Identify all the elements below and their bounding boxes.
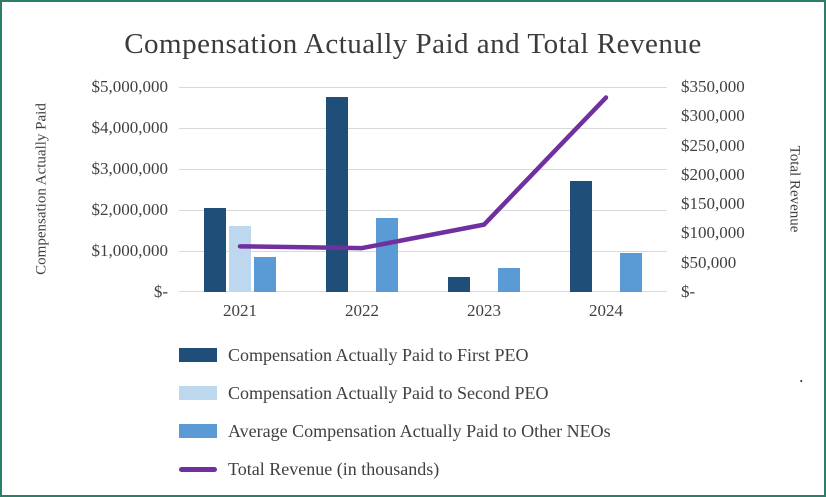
legend-label: Average Compensation Actually Paid to Ot… bbox=[228, 420, 611, 441]
legend-label: Compensation Actually Paid to First PEO bbox=[228, 344, 529, 365]
bar bbox=[448, 276, 470, 292]
gridline bbox=[179, 291, 667, 292]
left-axis-tick: $- bbox=[153, 282, 168, 301]
legend-item: Compensation Actually Paid to First PEO bbox=[179, 343, 611, 367]
bar bbox=[498, 268, 520, 292]
right-axis-tick: $350,000 bbox=[681, 77, 745, 96]
bar bbox=[254, 257, 276, 292]
left-axis-tick: $5,000,000 bbox=[91, 77, 169, 96]
legend-item: Average Compensation Actually Paid to Ot… bbox=[179, 419, 611, 443]
right-axis-tick: $300,000 bbox=[681, 106, 745, 126]
bar bbox=[229, 226, 251, 292]
x-axis-label: 2021 bbox=[223, 301, 257, 320]
bar bbox=[204, 207, 226, 292]
left-axis-tick: $2,000,000 bbox=[91, 200, 169, 219]
gridline bbox=[179, 251, 667, 252]
x-axis-label: 2022 bbox=[345, 301, 379, 320]
legend-item: Total Revenue (in thousands) bbox=[179, 457, 611, 481]
bar bbox=[326, 97, 348, 292]
stray-dot: . bbox=[799, 366, 804, 386]
right-axis-title: Total Revenue bbox=[786, 145, 803, 233]
legend-label: Compensation Actually Paid to Second PEO bbox=[228, 382, 549, 403]
x-axis-label: 2023 bbox=[467, 301, 501, 320]
right-axis-tick: $250,000 bbox=[681, 135, 745, 155]
gridline bbox=[179, 87, 667, 88]
left-axis-tick: $1,000,000 bbox=[91, 241, 169, 260]
legend-label: Total Revenue (in thousands) bbox=[228, 458, 440, 479]
revenue-line bbox=[237, 95, 609, 251]
right-axis-tick: $- bbox=[681, 282, 696, 301]
right-axis-tick: $150,000 bbox=[681, 194, 745, 214]
legend-swatch-bar bbox=[179, 424, 217, 438]
chart-title: Compensation Actually Paid and Total Rev… bbox=[124, 28, 702, 60]
legend-swatch-bar bbox=[179, 386, 217, 400]
gridline bbox=[179, 210, 667, 211]
legend-swatch-bar bbox=[179, 348, 217, 362]
bar bbox=[570, 181, 592, 292]
bar bbox=[620, 253, 642, 292]
left-axis-tick: $4,000,000 bbox=[91, 118, 169, 137]
left-axis-tick: $3,000,000 bbox=[91, 159, 169, 178]
bar bbox=[376, 218, 398, 292]
right-axis-tick: $50,000 bbox=[681, 252, 737, 272]
legend: Compensation Actually Paid to First PEO C… bbox=[179, 343, 611, 495]
gridline bbox=[179, 169, 667, 170]
x-axis-label: 2024 bbox=[589, 301, 623, 320]
line-layer bbox=[237, 95, 609, 251]
right-axis-tick: $200,000 bbox=[681, 164, 745, 184]
legend-swatch-line bbox=[179, 466, 217, 472]
gridline bbox=[179, 128, 667, 129]
right-axis-tick: $100,000 bbox=[681, 223, 745, 243]
plot-area bbox=[179, 87, 667, 292]
legend-item: Compensation Actually Paid to Second PEO bbox=[179, 381, 611, 405]
